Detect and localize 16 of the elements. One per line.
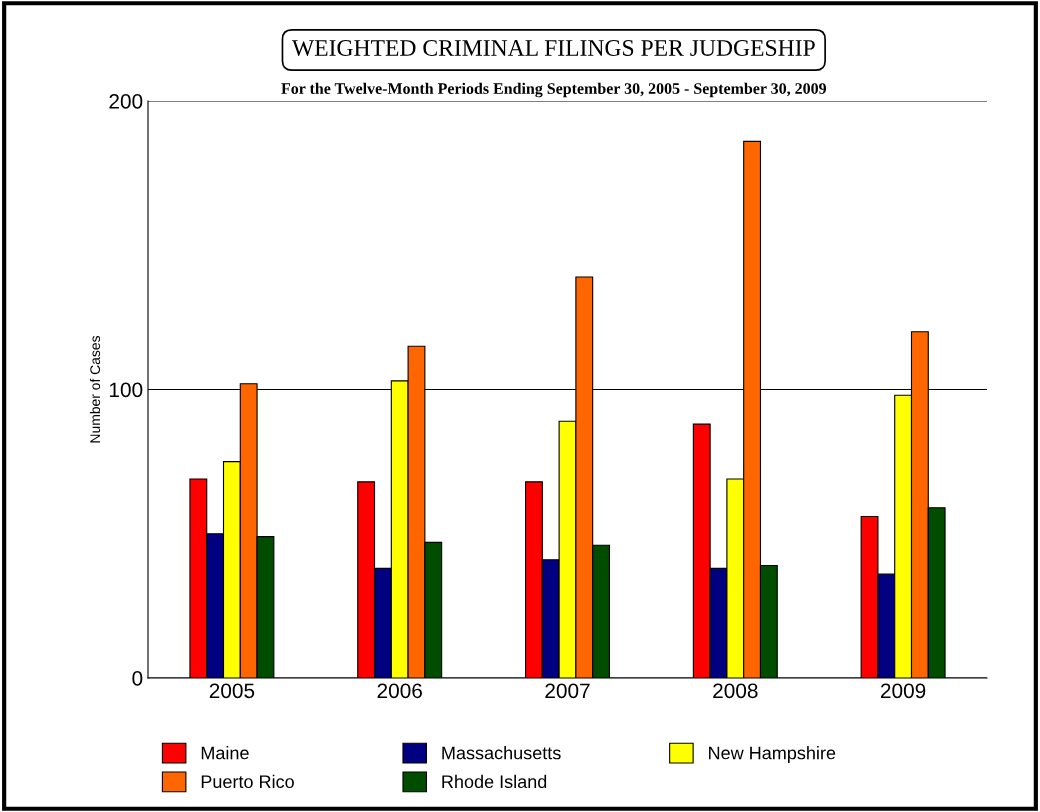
x-tick-label: 2006 <box>377 683 422 699</box>
legend-label: New Hampshire <box>709 746 836 763</box>
y-tick-label: 100 <box>109 382 143 398</box>
x-tick-label: 2005 <box>209 683 255 699</box>
legend-label: Massachusetts <box>442 746 561 760</box>
y-tick-label: 0 <box>132 671 143 686</box>
y-tick-label: 200 <box>109 94 143 109</box>
legend-label: Puerto Rico <box>201 774 294 789</box>
y-axis-title: Number of Cases <box>89 335 101 443</box>
x-tick-label: 2007 <box>545 683 590 699</box>
legend-label: Maine <box>201 746 249 760</box>
x-tick-label: 2008 <box>713 683 758 699</box>
chart-title: WEIGHTED CRIMINAL FILINGS PER JUDGESHIP <box>291 40 815 57</box>
x-tick-label: 2009 <box>880 683 926 699</box>
chart-subtitle: For the Twelve-Month Periods Ending September 30, 2005 - September 30, 2009 <box>281 82 827 98</box>
legend-label: Rhode Island <box>442 774 547 789</box>
